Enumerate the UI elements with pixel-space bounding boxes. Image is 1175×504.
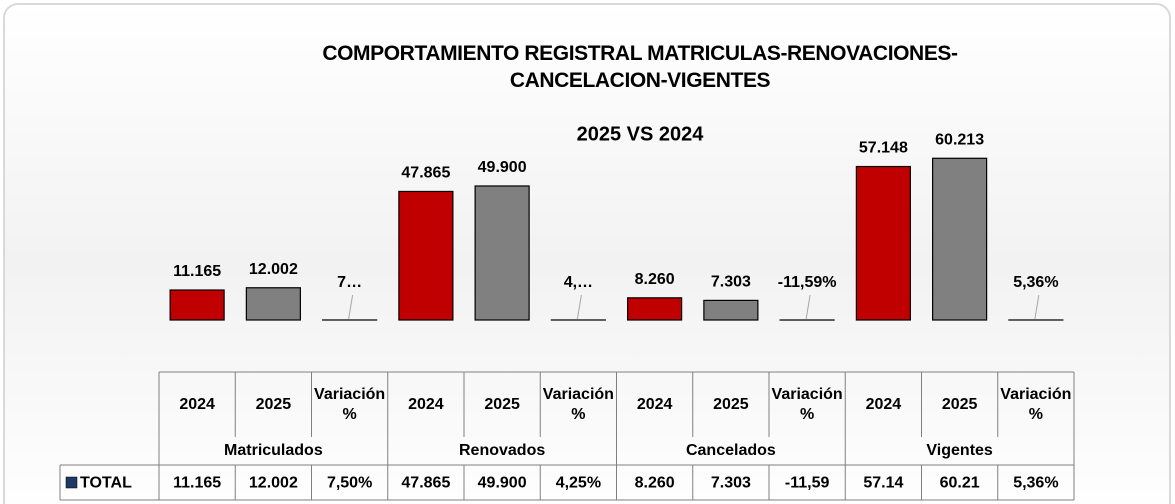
x-tick-label: Variación % bbox=[314, 385, 386, 423]
bar bbox=[627, 297, 683, 321]
data-label: 57.148 bbox=[859, 140, 908, 157]
chart-area bbox=[3, 3, 1171, 504]
data-label: 4,… bbox=[564, 274, 593, 291]
data-label: 8.260 bbox=[635, 271, 675, 288]
group-label: Cancelados bbox=[685, 442, 776, 459]
x-tick-label: Variación % bbox=[542, 385, 614, 423]
legend-label: TOTAL bbox=[80, 475, 132, 492]
bar bbox=[703, 299, 759, 321]
x-tick-label: 2025 bbox=[484, 395, 520, 413]
leader-line bbox=[1034, 294, 1040, 320]
data-label: 7.303 bbox=[711, 274, 751, 291]
bar bbox=[855, 165, 911, 321]
legend-key bbox=[65, 476, 78, 489]
data-label: 12.002 bbox=[249, 261, 298, 278]
data-label: 7… bbox=[337, 274, 362, 291]
data-label: 47.865 bbox=[401, 165, 450, 182]
group-label: Vigentes bbox=[926, 442, 993, 459]
data-label: 11.165 bbox=[173, 263, 221, 280]
bar bbox=[474, 185, 530, 321]
table-value: 57.14 bbox=[863, 475, 903, 492]
table-value: 49.900 bbox=[478, 475, 527, 492]
table-value: 47.865 bbox=[401, 475, 450, 492]
x-tick-label: 2024 bbox=[408, 395, 444, 413]
leader-line bbox=[348, 294, 354, 320]
table-value: 11.165 bbox=[173, 475, 221, 492]
chart-subtitle: 2025 VS 2024 bbox=[577, 123, 705, 145]
x-tick-label: Variación % bbox=[771, 385, 843, 423]
group-label: Matriculados bbox=[224, 442, 323, 459]
table-value: 7.303 bbox=[711, 475, 751, 492]
x-tick-label: Variación % bbox=[1000, 385, 1072, 423]
data-label: 5,36% bbox=[1013, 274, 1058, 291]
table-value: -11,59 bbox=[785, 475, 830, 492]
x-tick-label: 2024 bbox=[865, 395, 902, 413]
bar bbox=[169, 289, 225, 321]
data-label: -11,59% bbox=[778, 274, 837, 291]
table-value: 60.21 bbox=[940, 475, 980, 492]
bar bbox=[932, 157, 988, 321]
table-value: 12.002 bbox=[249, 475, 298, 492]
table-value: 5,36% bbox=[1013, 475, 1058, 492]
chart-title: COMPORTAMIENTO REGISTRAL MATRICULAS-RENO… bbox=[322, 42, 958, 92]
group-label: Renovados bbox=[459, 442, 546, 459]
x-tick-label: 2025 bbox=[713, 395, 749, 413]
x-tick-label: 2025 bbox=[941, 395, 978, 413]
table-value: 4,25% bbox=[556, 475, 601, 492]
data-label: 60.213 bbox=[935, 132, 984, 149]
leader-line bbox=[805, 294, 811, 320]
table-value: 8.260 bbox=[635, 475, 675, 492]
table-value: 7,50% bbox=[327, 475, 372, 492]
leader-line bbox=[576, 294, 582, 320]
data-label: 49.900 bbox=[478, 159, 527, 176]
x-tick-label: 2024 bbox=[179, 395, 215, 413]
bar bbox=[245, 287, 301, 321]
x-tick-label: 2024 bbox=[636, 395, 673, 413]
x-tick-label: 2025 bbox=[255, 395, 292, 413]
bar bbox=[398, 190, 454, 321]
